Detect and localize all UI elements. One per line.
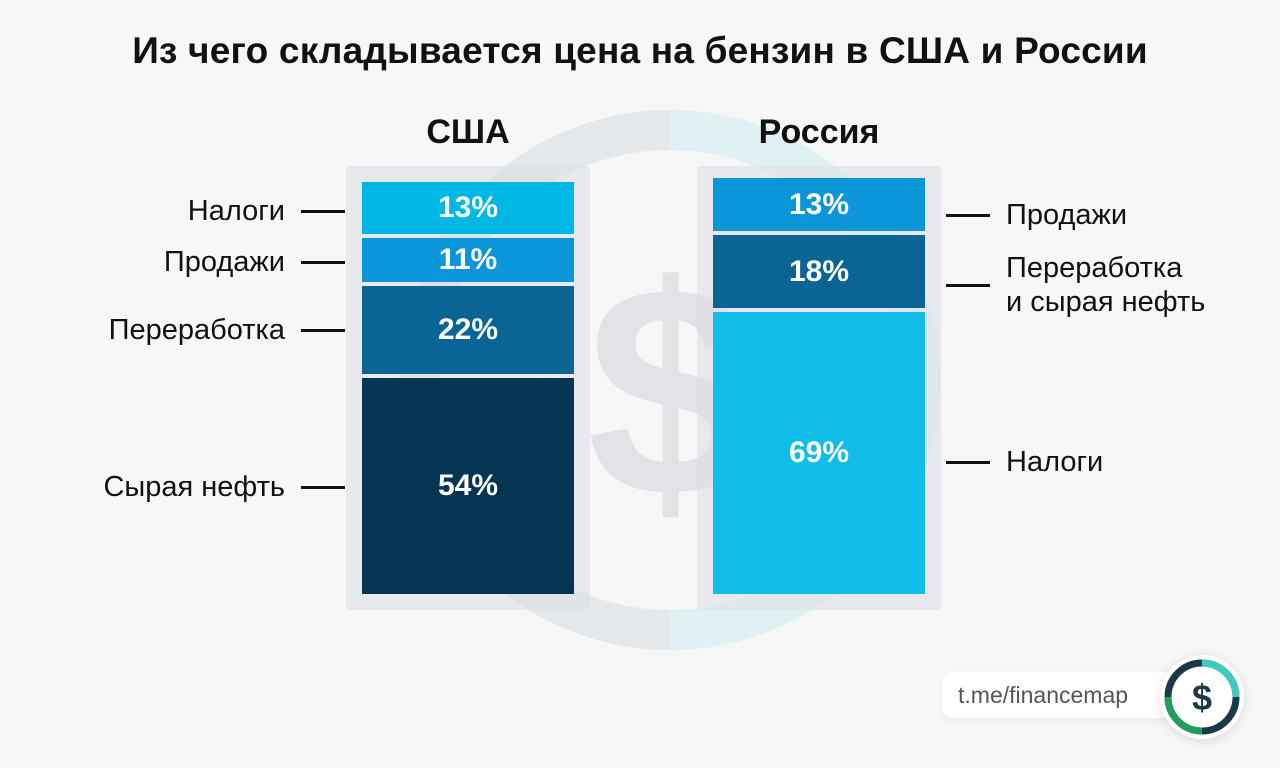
leader-line: [946, 460, 990, 464]
data-label: 13%: [788, 187, 850, 221]
russia-legend-taxes-text: Налоги: [1006, 446, 1104, 478]
bar-segment: 69%: [713, 312, 925, 594]
russia-legend-refining-crude-text: Переработка и сырая нефть: [1006, 252, 1206, 318]
bar-segment: 11%: [362, 238, 574, 282]
data-label: 22%: [437, 313, 499, 346]
usa-legend-sales: Продажи: [164, 245, 345, 279]
russia-column-title: Россия: [758, 113, 880, 151]
usa-legend-sales-text: Продажи: [163, 246, 285, 278]
usa-legend-taxes-text: Налоги: [187, 195, 285, 227]
leader-line: [946, 213, 990, 217]
data-label: 13%: [437, 191, 499, 224]
bar-segment: 54%: [362, 378, 574, 594]
leader-line: [301, 485, 345, 489]
usa-legend-refining-text: Переработка: [108, 314, 285, 346]
usa-stacked-bar: 13% 11% 22% 54%: [362, 182, 574, 594]
bar-segment: 13%: [362, 182, 574, 234]
russia-legend-sales-text: Продажи: [1006, 199, 1128, 231]
chart-title: Из чего складывается цена на бензин в СШ…: [132, 30, 1148, 71]
data-label: 69%: [788, 436, 850, 469]
russia-legend-taxes: Налоги: [946, 445, 1103, 479]
leader-line: [301, 209, 345, 213]
bar-segment: 22%: [362, 286, 574, 374]
russia-legend-refining-crude: Переработка и сырая нефть: [946, 251, 1205, 319]
usa-legend-taxes: Налоги: [188, 194, 345, 228]
usa-column-title: США: [426, 113, 510, 151]
russia-legend-sales: Продажи: [946, 198, 1127, 232]
bar-segment: 18%: [713, 235, 925, 308]
usa-legend-crude-oil-text: Сырая нефть: [103, 471, 285, 503]
bar-segment: 13%: [713, 178, 925, 231]
leader-line: [946, 283, 990, 287]
data-label: 54%: [437, 469, 499, 502]
russia-stacked-bar: 13% 18% 69%: [713, 178, 925, 594]
leader-line: [301, 328, 345, 332]
channel-link[interactable]: t.me/financemap: [942, 672, 1182, 718]
dollar-icon[interactable]: $: [1160, 655, 1244, 739]
leader-line: [301, 260, 345, 264]
usa-legend-refining: Переработка: [109, 313, 345, 347]
data-label: 11%: [438, 243, 498, 276]
usa-legend-crude-oil: Сырая нефть: [103, 470, 345, 504]
svg-text:$: $: [1192, 677, 1212, 718]
data-label: 18%: [788, 254, 850, 288]
